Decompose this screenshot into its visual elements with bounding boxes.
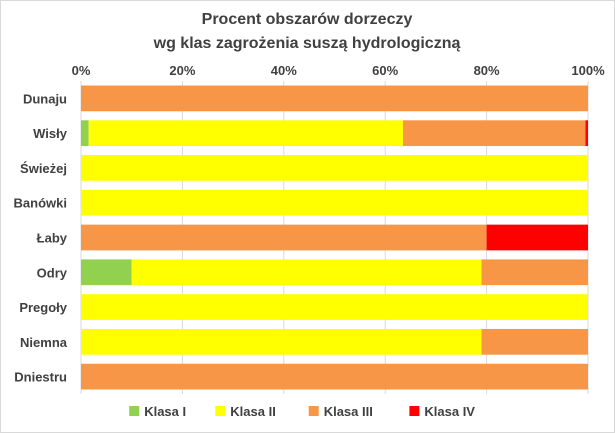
x-tick-label: 0%	[72, 63, 91, 78]
bar-segment-2	[81, 328, 482, 355]
bar-segment-3	[402, 120, 586, 147]
legend-label: Klasa III	[324, 404, 373, 419]
bar-segment-3	[81, 224, 487, 251]
bar-segment-3	[81, 363, 588, 390]
legend-swatch	[308, 406, 319, 416]
category-label: Pregoły	[19, 300, 67, 315]
bar-segment-1	[81, 120, 89, 147]
category-label: Dniestru	[14, 370, 67, 385]
bars	[81, 85, 588, 390]
category-label: Wisły	[33, 126, 68, 141]
category-labels: Dunaju Wisły Świeżej Banówki Łaby Odry Pregoły…	[14, 91, 68, 384]
x-tick-label: 80%	[474, 63, 500, 78]
bar-segment-3	[481, 259, 588, 286]
bar-segment-3	[481, 328, 588, 355]
legend-label: Klasa I	[144, 404, 186, 419]
bar-segment-4	[486, 224, 588, 251]
x-tick-label: 20%	[169, 63, 195, 78]
bar-segment-1	[81, 259, 132, 286]
bar-segment-3	[81, 85, 588, 112]
bar-segment-2	[131, 259, 482, 286]
bar-segment-2	[81, 155, 588, 181]
category-label: Dunaju	[23, 91, 67, 106]
chart-title: Procent obszarów dorzeczy	[202, 11, 413, 28]
legend: Klasa I Klasa II Klasa III Klasa IV	[129, 404, 475, 419]
legend-swatch	[409, 406, 420, 416]
bar-segment-2	[88, 120, 403, 147]
category-label: Odry	[37, 265, 68, 280]
legend-swatch	[129, 406, 140, 416]
x-tick-label: 60%	[372, 63, 398, 78]
chart-subtitle: wg klas zagrożenia suszą hydrologiczną	[153, 35, 461, 52]
legend-label: Klasa II	[230, 404, 276, 419]
category-label: Świeżej	[20, 161, 67, 176]
x-axis-tick-labels: 0% 20% 40% 60% 80% 100%	[72, 63, 605, 78]
legend-swatch	[215, 406, 226, 416]
x-tick-label: 100%	[571, 63, 605, 78]
legend-label: Klasa IV	[424, 404, 475, 419]
category-label: Łaby	[37, 231, 68, 246]
x-tick-label: 40%	[271, 63, 297, 78]
bar-segment-2	[81, 189, 588, 216]
bar-segment-2	[81, 294, 588, 320]
bar-segment-4	[585, 120, 588, 147]
category-label: Niemna	[20, 335, 68, 350]
category-label: Banówki	[14, 196, 67, 211]
